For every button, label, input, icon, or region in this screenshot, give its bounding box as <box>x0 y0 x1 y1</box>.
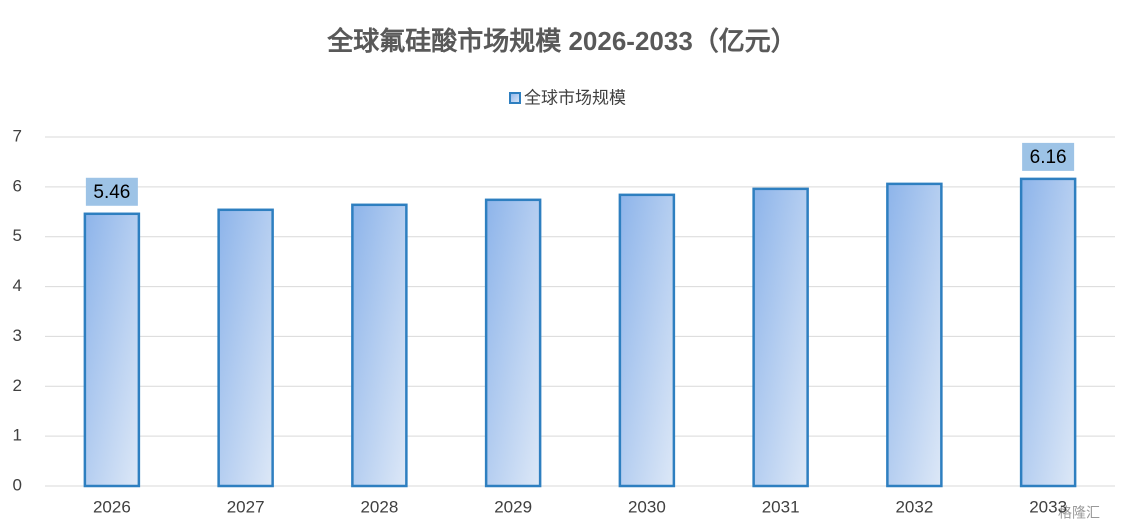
bar <box>886 182 943 488</box>
bar <box>1019 177 1077 488</box>
x-tick-label: 2027 <box>227 497 265 516</box>
data-label: 5.46 <box>93 182 130 203</box>
legend-label: 全球市场规模 <box>524 88 626 107</box>
y-tick-label: 3 <box>13 326 22 345</box>
x-tick-label: 2033 <box>1029 497 1067 516</box>
chart-title: 全球氟硅酸市场规模 2026-2033（亿元） <box>326 26 797 56</box>
bar <box>351 203 408 488</box>
y-tick-label: 4 <box>13 276 22 295</box>
x-tick-label: 2032 <box>895 497 933 516</box>
x-tick-label: 2030 <box>628 497 666 516</box>
bar <box>217 208 274 488</box>
y-tick-label: 1 <box>13 426 22 445</box>
y-tick-label: 5 <box>13 226 22 245</box>
bar <box>618 193 676 488</box>
bar <box>83 212 141 488</box>
bar <box>484 198 542 488</box>
y-tick-label: 6 <box>13 176 22 195</box>
data-label-box <box>1022 142 1075 171</box>
x-tick-label: 2028 <box>360 497 398 516</box>
y-tick-label: 7 <box>13 126 22 145</box>
y-tick-label: 0 <box>13 475 22 494</box>
bar <box>752 187 809 488</box>
watermark: 格隆汇 <box>1058 505 1100 521</box>
x-tick-label: 2026 <box>93 497 131 516</box>
legend-swatch <box>509 92 521 104</box>
x-tick-label: 2031 <box>762 497 800 516</box>
y-tick-label: 2 <box>13 376 22 395</box>
data-label-box <box>85 177 138 206</box>
x-tick-label: 2029 <box>494 497 532 516</box>
data-label: 6.16 <box>1030 147 1067 168</box>
